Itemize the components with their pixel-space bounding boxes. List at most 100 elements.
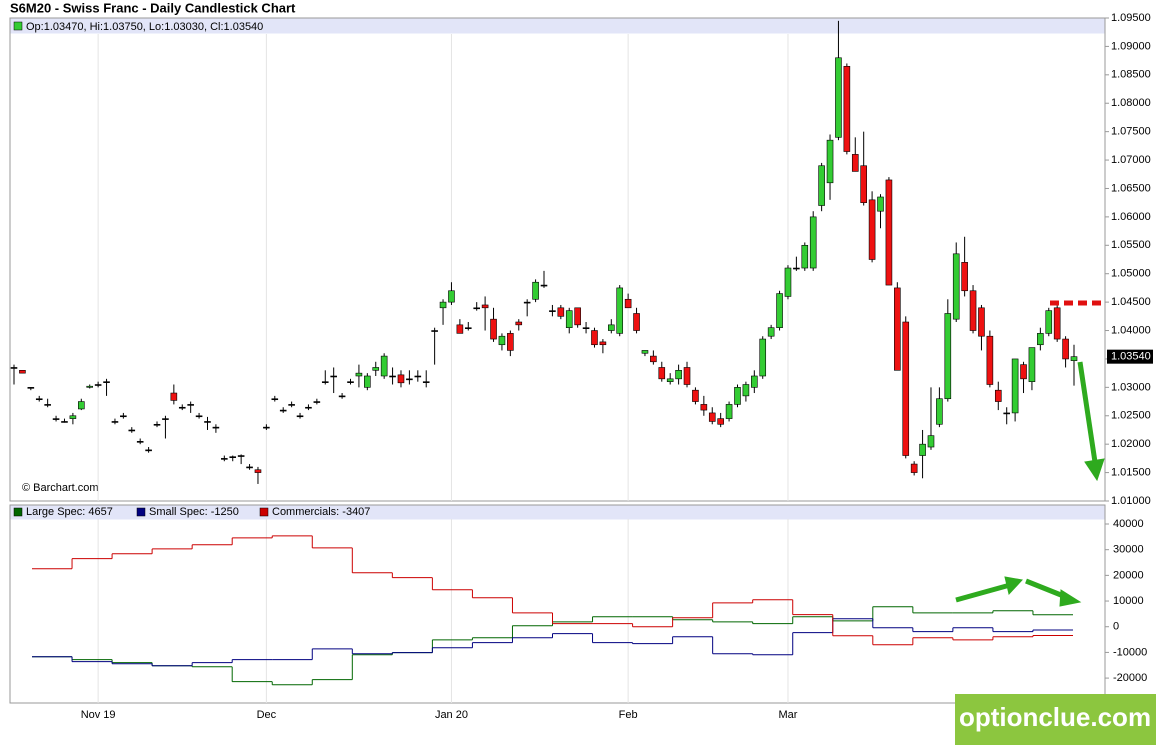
candle-body [767, 327, 775, 337]
candle-body [751, 375, 758, 388]
legend-label: Small Spec: -1250 [149, 506, 239, 518]
candle-body [355, 372, 363, 377]
candle-body [1062, 338, 1069, 360]
candle-body [523, 301, 531, 304]
candle-body [868, 199, 876, 260]
arrow-shaft [955, 582, 1011, 603]
candle-body [94, 384, 102, 386]
candle-body [641, 350, 649, 354]
y-tick-label: 1.05000 [1111, 268, 1151, 280]
candle-body [414, 375, 422, 378]
price-panel [9, 17, 1106, 502]
candle-body [305, 406, 312, 409]
candle-body [666, 378, 674, 382]
candle-body [221, 458, 228, 460]
candle-body [919, 443, 926, 456]
candle-body [103, 381, 110, 383]
candle-body [464, 327, 472, 329]
y-tick-label: 1.02000 [1111, 438, 1151, 450]
candle-body [515, 321, 523, 326]
y-tick-label: 0 [1113, 621, 1119, 633]
candle-body [52, 418, 60, 420]
candle-body [759, 338, 767, 377]
candle-body [380, 355, 388, 377]
candle-body [549, 310, 556, 312]
candle-body [78, 401, 85, 410]
last-price-box [1107, 349, 1153, 364]
candle-body [212, 426, 220, 429]
y-tick-label: 1.06000 [1111, 211, 1151, 223]
candle-body [490, 318, 497, 340]
legend-label: Commercials: -3407 [272, 506, 370, 518]
x-tick-label: Dec [257, 709, 277, 721]
legend-label: Large Spec: 4657 [26, 506, 113, 518]
candle-body [885, 179, 893, 286]
candle-body [145, 449, 152, 452]
candle-body [784, 267, 792, 297]
candle-body [608, 324, 615, 331]
y-tick-label: 1.04000 [1111, 324, 1151, 336]
candle-body [616, 287, 624, 334]
x-tick-label: Nov 19 [81, 709, 116, 721]
candle-body [624, 298, 632, 309]
candle-body [944, 313, 952, 400]
candle-body [969, 290, 977, 331]
candle-body [818, 165, 825, 206]
candle-body [902, 321, 910, 456]
candle-body [456, 324, 464, 334]
candle-body [540, 284, 548, 287]
candle-body [843, 66, 851, 152]
candle-body [708, 412, 716, 422]
candle-body [86, 385, 94, 388]
candle-body [986, 335, 994, 385]
candle-body [473, 307, 480, 310]
candle-body [860, 165, 867, 203]
y-tick-label: 1.07000 [1111, 154, 1151, 166]
candle-body [27, 387, 35, 389]
candle-body [961, 262, 968, 292]
candle-body [1020, 364, 1027, 380]
candle-body [978, 307, 985, 337]
candle-body [422, 381, 430, 383]
candle-body [532, 281, 539, 300]
candle-body [574, 307, 581, 326]
candle-body [835, 57, 842, 138]
candle-body [1037, 333, 1044, 346]
candle-body [296, 415, 304, 418]
candle-body [128, 429, 136, 432]
annotation-arrows [955, 361, 1105, 607]
arrow-head [1059, 589, 1082, 607]
candle-body [35, 398, 43, 401]
y-tick-label: 1.01000 [1111, 495, 1151, 507]
y-tick-label: 1.08500 [1111, 69, 1151, 81]
candle-body [507, 333, 514, 351]
x-tick-label: Mar [778, 709, 797, 721]
candle-body [338, 395, 346, 398]
y-tick-label: -20000 [1113, 672, 1147, 684]
candle-body [263, 426, 270, 429]
y-tick-label: 1.09500 [1111, 12, 1151, 24]
legend-swatch [13, 507, 23, 517]
candle-body [364, 375, 371, 388]
candle-body [1028, 347, 1036, 382]
candle-body [448, 290, 455, 303]
candle-body [347, 381, 354, 383]
candle-body [734, 387, 741, 405]
candle-body [717, 418, 724, 425]
candle-body [692, 389, 699, 402]
candle-body [271, 398, 279, 401]
candle-body [927, 435, 935, 448]
candle-body [582, 327, 590, 329]
watermark: optionclue.com [959, 702, 1151, 732]
y-tick-label: 30000 [1113, 544, 1144, 556]
candle-body [801, 244, 809, 269]
candle-body [936, 398, 943, 425]
y-tick-label: -10000 [1113, 646, 1147, 658]
y-tick-label: 1.02500 [1111, 410, 1151, 422]
arrow-head [1004, 576, 1023, 596]
y-tick-label: 10000 [1113, 595, 1144, 607]
candle-body [994, 389, 1002, 402]
candle-body [910, 463, 918, 473]
candle-body [431, 330, 438, 332]
candle-body [675, 370, 682, 380]
